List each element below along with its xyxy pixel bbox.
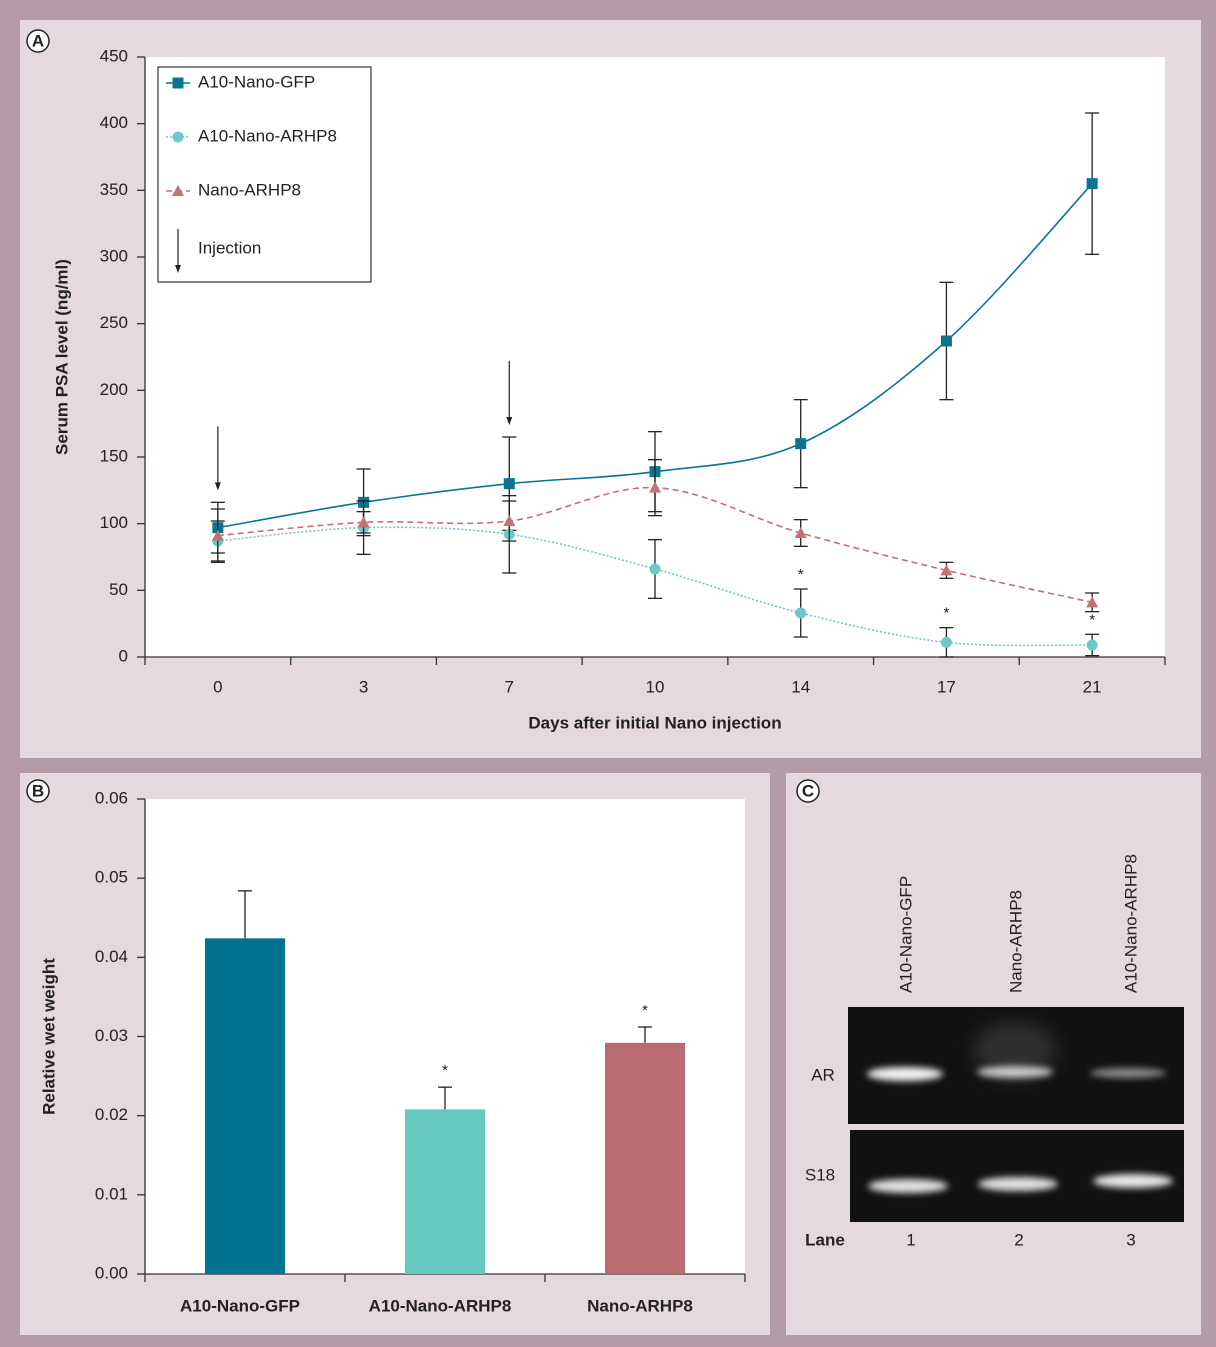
gel-band (867, 1067, 943, 1081)
y-tick-label: 100 (100, 513, 128, 532)
significance: * (1089, 611, 1095, 628)
panel-label: B (32, 781, 44, 800)
bar (205, 938, 285, 1274)
y-tick-label: 200 (100, 380, 128, 399)
legend-box (158, 67, 371, 282)
x-tick-label: Nano-ARHP8 (587, 1296, 693, 1315)
y-tick-label: 400 (100, 113, 128, 132)
lane-label: Lane (805, 1230, 845, 1249)
significance: * (798, 566, 804, 583)
gel-band (868, 1179, 948, 1193)
y-axis-title: Relative wet weight (39, 958, 58, 1115)
marker (1087, 178, 1098, 189)
marker (941, 637, 952, 648)
gel-band (1090, 1068, 1166, 1078)
bar (405, 1109, 485, 1274)
marker (795, 438, 806, 449)
x-tick-label: 3 (359, 677, 368, 696)
y-tick-label: 250 (100, 313, 128, 332)
x-tick-label: 17 (937, 677, 956, 696)
marker (795, 608, 806, 619)
bar (605, 1043, 685, 1274)
y-tick-label: 0.00 (95, 1263, 128, 1282)
gel-band (1093, 1174, 1173, 1188)
x-tick-label: 7 (505, 677, 514, 696)
marker (1087, 640, 1098, 651)
legend-label: Nano-ARHP8 (198, 180, 301, 199)
figure: AR S18 Lane 1 2 3 A10-Nano-GFP Nano-ARHP… (0, 0, 1216, 1347)
x-tick-label: 0 (213, 677, 222, 696)
y-tick-label: 0.05 (95, 868, 128, 887)
marker (173, 78, 184, 89)
lane-name: Nano-ARHP8 (1006, 890, 1025, 993)
y-axis-title: Serum PSA level (ng/ml) (52, 259, 71, 455)
x-tick-label: A10-Nano-GFP (180, 1296, 300, 1315)
y-tick-label: 50 (109, 580, 128, 599)
significance: * (642, 1002, 648, 1019)
x-tick-label: 10 (646, 677, 665, 696)
marker (650, 564, 661, 575)
legend-label: A10-Nano-ARHP8 (198, 126, 337, 145)
panel-label: C (802, 781, 814, 800)
page: {"chart_data": [ {"type": "line", "panel… (0, 0, 1216, 1347)
x-tick-label: A10-Nano-ARHP8 (369, 1296, 512, 1315)
gel-band (977, 1066, 1053, 1078)
lane-name: A10-Nano-ARHP8 (1121, 854, 1140, 993)
y-tick-label: 300 (100, 246, 128, 265)
x-axis-title: Days after initial Nano injection (528, 713, 781, 732)
gel-row-label: AR (811, 1065, 835, 1084)
y-tick-label: 150 (100, 446, 128, 465)
panel-label: A (32, 31, 44, 50)
y-tick-label: 0 (119, 646, 128, 665)
y-tick-label: 350 (100, 180, 128, 199)
x-tick-label: 21 (1083, 677, 1102, 696)
significance: * (944, 605, 950, 622)
y-tick-label: 0.03 (95, 1026, 128, 1045)
marker (504, 478, 515, 489)
lane-number: 3 (1126, 1230, 1135, 1249)
y-tick-label: 0.02 (95, 1105, 128, 1124)
legend-label: Injection (198, 238, 261, 257)
x-tick-label: 14 (791, 677, 810, 696)
gel-row-label: S18 (805, 1165, 835, 1184)
lane-number: 2 (1014, 1230, 1023, 1249)
significance: * (442, 1062, 448, 1079)
gel-band (978, 1177, 1058, 1191)
marker (941, 336, 952, 347)
lane-number: 1 (906, 1230, 915, 1249)
y-tick-label: 0.01 (95, 1184, 128, 1203)
marker (173, 132, 184, 143)
y-tick-label: 450 (100, 46, 128, 65)
y-tick-label: 0.06 (95, 788, 128, 807)
y-tick-label: 0.04 (95, 947, 128, 966)
legend-label: A10-Nano-GFP (198, 72, 315, 91)
lane-name: A10-Nano-GFP (896, 876, 915, 993)
